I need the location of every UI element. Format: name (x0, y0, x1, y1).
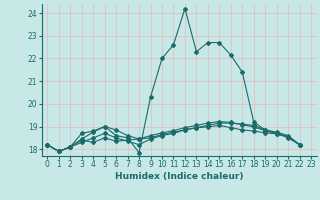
X-axis label: Humidex (Indice chaleur): Humidex (Indice chaleur) (115, 172, 244, 181)
